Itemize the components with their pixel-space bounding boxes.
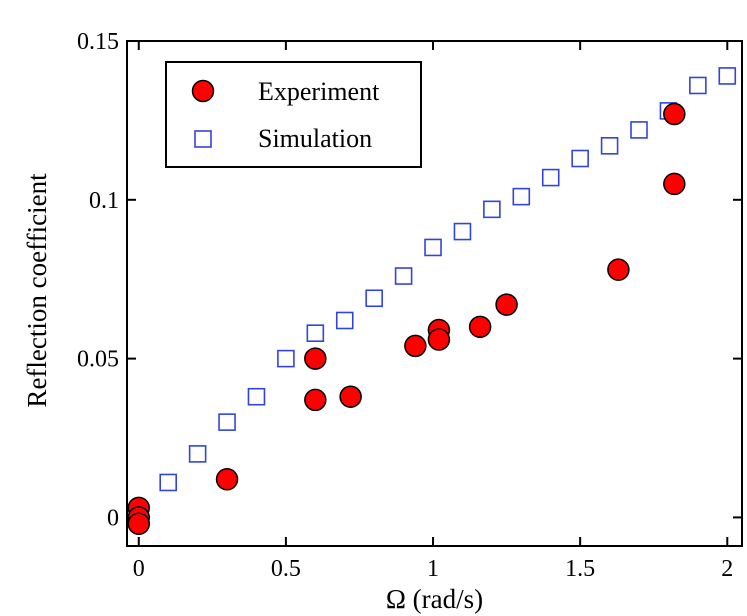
experiment-point: [404, 334, 427, 358]
axes-frame: [126, 40, 743, 547]
y-tick-label: 0.15: [77, 29, 119, 55]
experiment-point: [127, 512, 151, 536]
experiment-point: [663, 172, 686, 196]
legend-label-simulation: Simulation: [258, 124, 372, 153]
experiment-point: [215, 468, 239, 491]
x-tick-label: 0: [133, 556, 145, 582]
simulation-point: [453, 222, 472, 241]
simulation-point: [247, 387, 266, 406]
simulation-point: [689, 76, 707, 95]
experiment-point: [495, 293, 518, 316]
simulation-point: [306, 324, 325, 343]
x-tick-label: 1: [427, 556, 439, 582]
y-tick-label: 0.05: [77, 347, 119, 373]
simulation-point: [365, 289, 383, 308]
data-points: [127, 67, 737, 536]
simulation-point: [512, 187, 531, 206]
legend-label-experiment: Experiment: [258, 77, 380, 106]
experiment-point: [304, 388, 327, 412]
simulation-point: [718, 67, 737, 85]
legend: Experiment Simulation: [165, 61, 422, 168]
x-axis-title: Ω (rad/s): [386, 584, 483, 614]
simulation-point: [541, 168, 560, 187]
simulation-point: [600, 137, 619, 155]
y-tick-label: 0: [107, 505, 119, 531]
experiment-point: [427, 328, 451, 351]
experiment-point: [304, 347, 327, 370]
x-tick-label: 0.5: [271, 556, 301, 582]
simulation-point: [335, 311, 354, 330]
experiment-point: [339, 385, 362, 408]
simulation-point: [218, 413, 236, 431]
legend-box: [165, 61, 422, 168]
simulation-point: [483, 200, 501, 219]
y-tick-label: 0.1: [89, 188, 119, 214]
simulation-point: [630, 121, 648, 139]
simulation-point: [424, 238, 442, 257]
experiment-point: [663, 102, 686, 126]
x-tick-label: 2: [721, 556, 733, 582]
legend-marker-simulation: [194, 130, 212, 148]
y-axis-title: Reflection coefficient: [22, 173, 52, 408]
experiment-point: [607, 258, 630, 281]
plot-area: [126, 40, 743, 547]
x-tick-label: 1.5: [565, 556, 595, 582]
simulation-point: [277, 349, 295, 368]
experiment-point: [468, 315, 492, 339]
simulation-point: [394, 267, 413, 285]
simulation-point: [571, 149, 589, 168]
legend-marker-experiment: [191, 79, 215, 103]
simulation-point: [188, 445, 207, 463]
simulation-point: [159, 473, 177, 492]
